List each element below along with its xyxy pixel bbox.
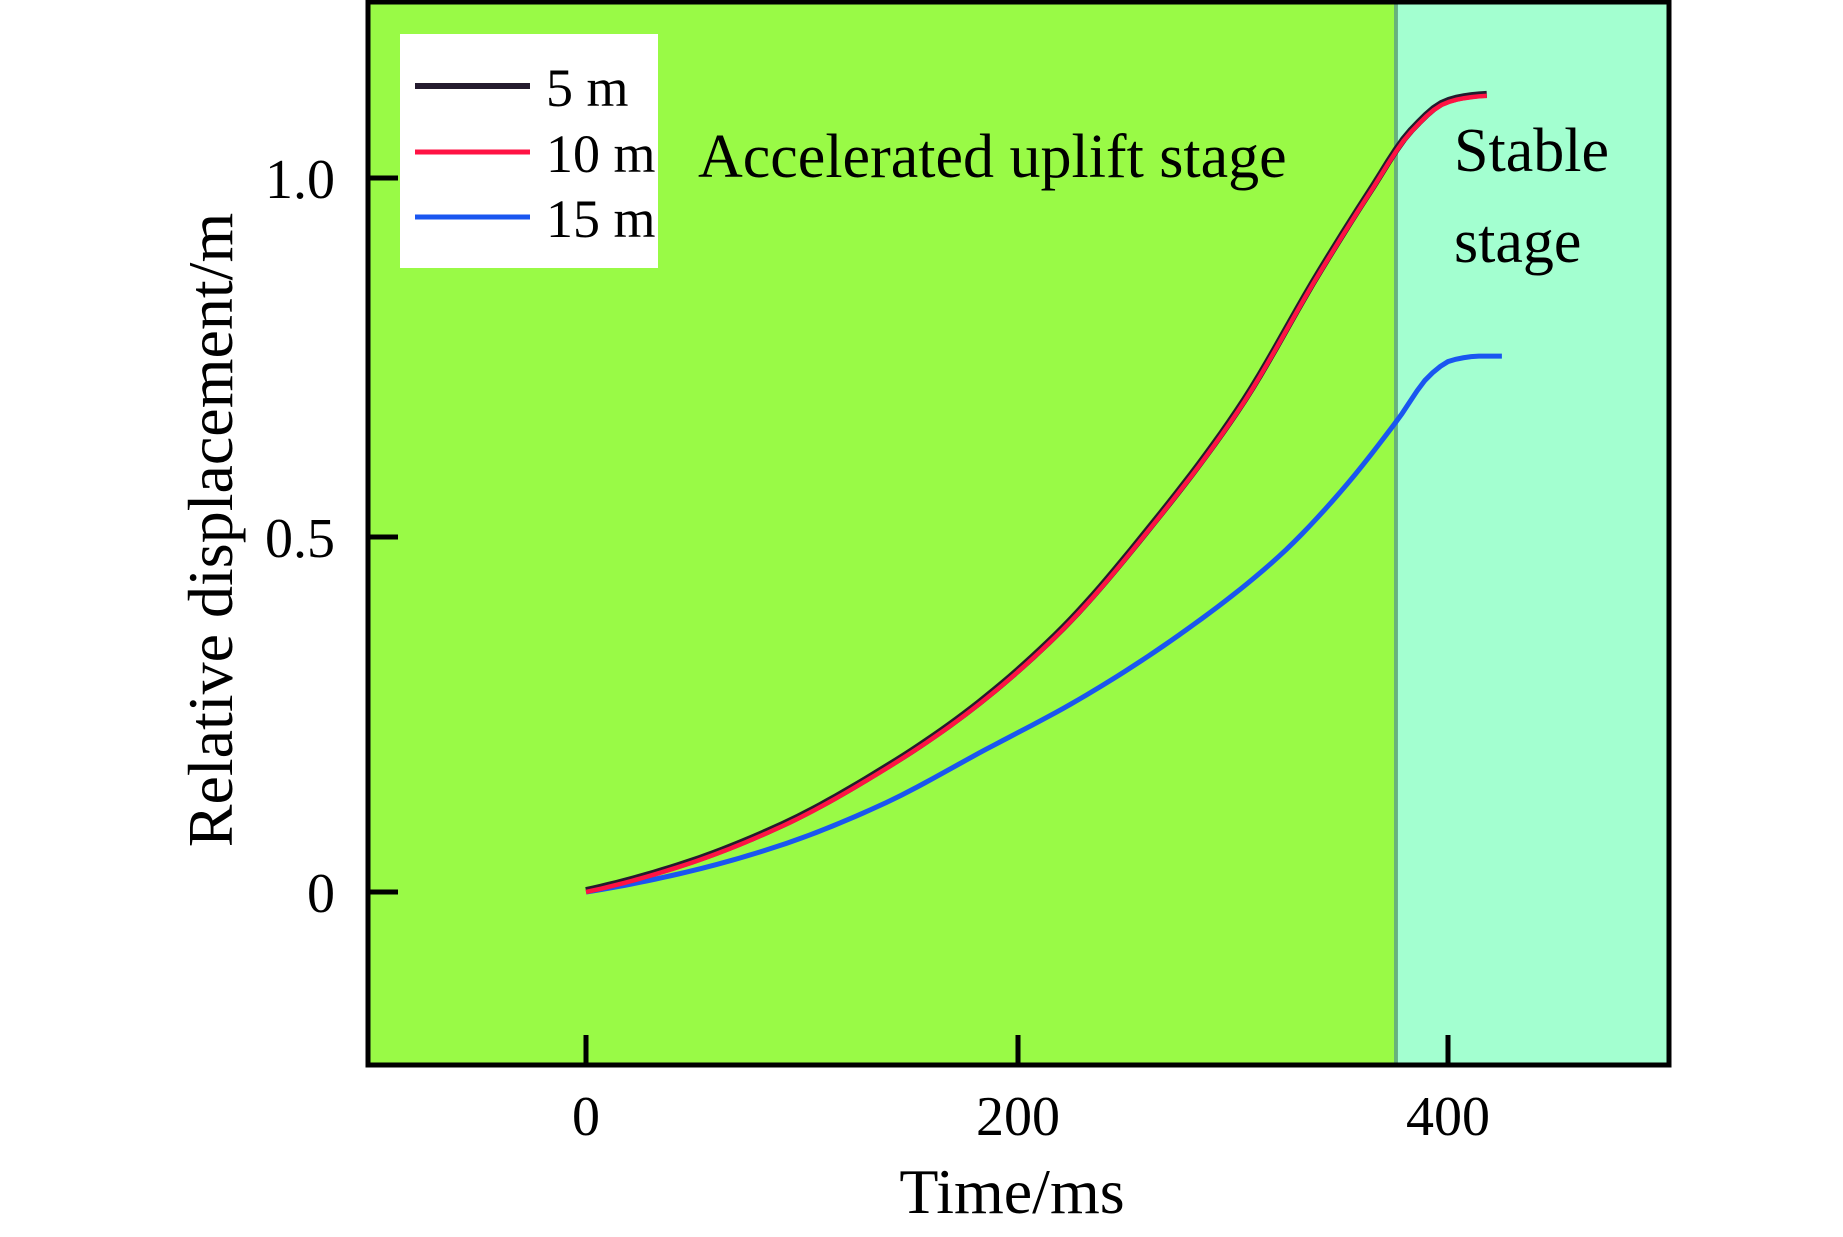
svg-text:stage: stage (1454, 208, 1581, 276)
svg-text:0: 0 (307, 863, 335, 925)
svg-text:15 m: 15 m (546, 189, 656, 249)
svg-text:Accelerated uplift stage: Accelerated uplift stage (698, 123, 1287, 191)
svg-text:0.5: 0.5 (265, 508, 335, 570)
svg-text:1.0: 1.0 (265, 149, 335, 211)
svg-text:Time/ms: Time/ms (899, 1156, 1124, 1227)
svg-text:5 m: 5 m (546, 58, 629, 118)
svg-text:400: 400 (1406, 1086, 1490, 1148)
svg-text:200: 200 (976, 1086, 1060, 1148)
svg-text:0: 0 (572, 1086, 600, 1148)
svg-text:Stable: Stable (1454, 117, 1609, 185)
svg-text:10 m: 10 m (546, 124, 656, 184)
svg-text:Relative displacement/m: Relative displacement/m (175, 213, 246, 847)
